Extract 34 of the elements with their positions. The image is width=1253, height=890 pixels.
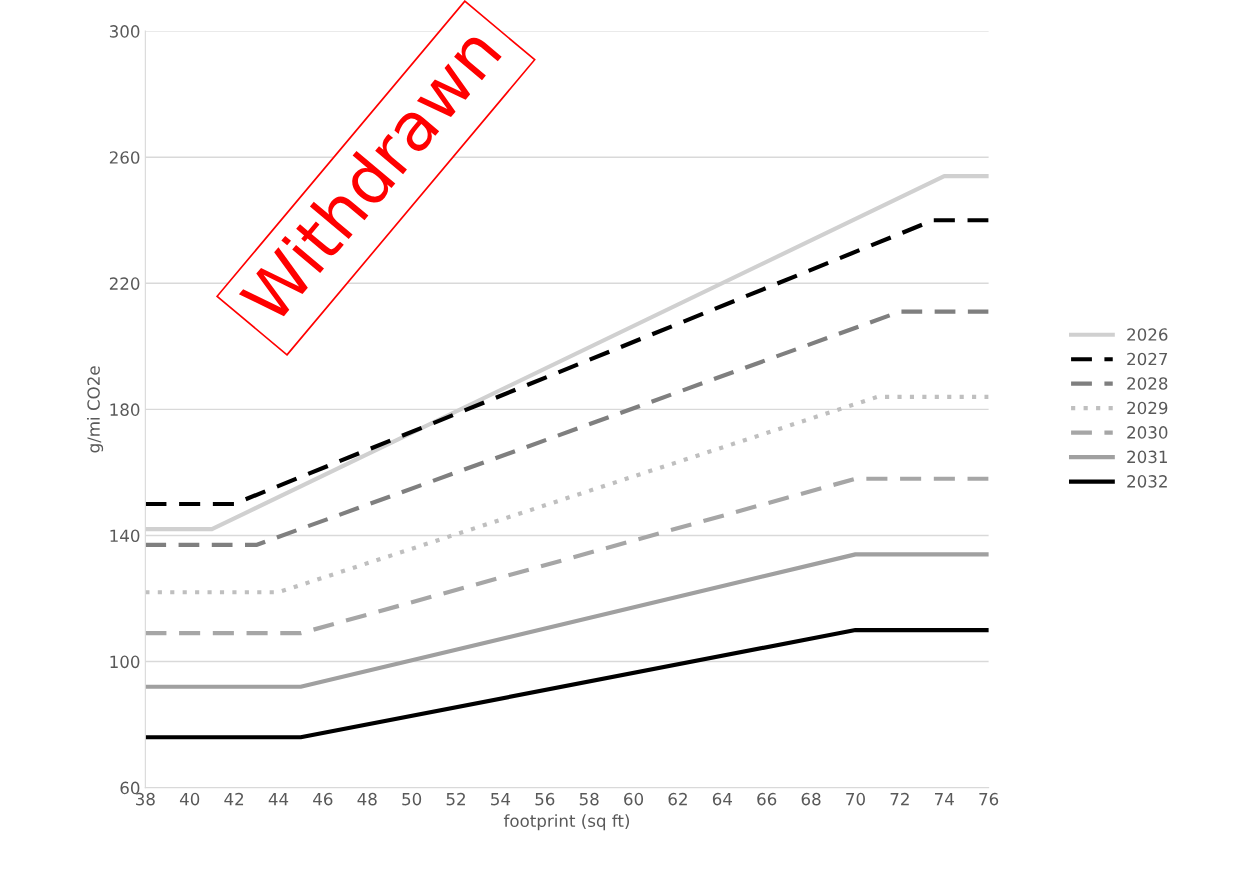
y-tick-label: 220: [109, 277, 140, 290]
legend-label: 2029: [1127, 401, 1168, 415]
x-tick-label: 74: [935, 793, 954, 806]
x-tick-label: 66: [757, 792, 777, 806]
legend-label: 2027: [1127, 352, 1168, 366]
x-tick-label: 44: [268, 793, 289, 806]
x-tick-label: 60: [624, 792, 644, 806]
y-tick-label: 140: [110, 529, 140, 543]
x-tick-label: 52: [446, 792, 465, 806]
y-axis-title: g/mi CO2e: [86, 366, 104, 453]
legend-label: 2031: [1127, 450, 1167, 464]
x-tick-label: 46: [313, 792, 333, 806]
x-tick-label: 42: [224, 792, 244, 806]
legend-label: 2032: [1127, 475, 1167, 488]
x-tick-label: 72: [890, 792, 909, 806]
legend-label: 2026: [1127, 328, 1168, 341]
x-tick-label: 68: [801, 792, 821, 806]
x-tick-label: 58: [579, 792, 599, 806]
x-tick-label: 76: [979, 792, 999, 806]
x-axis-title: footprint (sq ft): [503, 814, 630, 831]
x-tick-label: 40: [179, 792, 200, 806]
y-tick-label: 100: [110, 655, 140, 669]
x-tick-label: 56: [535, 792, 555, 806]
x-tick-label: 70: [846, 792, 865, 806]
legend-label: 2028: [1127, 377, 1168, 390]
y-tick-label: 260: [109, 151, 140, 164]
x-tick-label: 54: [491, 793, 511, 806]
y-tick-label: 180: [110, 403, 140, 416]
x-tick-label: 62: [668, 792, 687, 806]
x-tick-label: 64: [712, 792, 732, 806]
x-tick-label: 50: [402, 792, 422, 806]
legend-label: 2030: [1127, 426, 1168, 439]
y-tick-label: 300: [109, 25, 140, 38]
x-tick-label: 48: [357, 792, 377, 806]
